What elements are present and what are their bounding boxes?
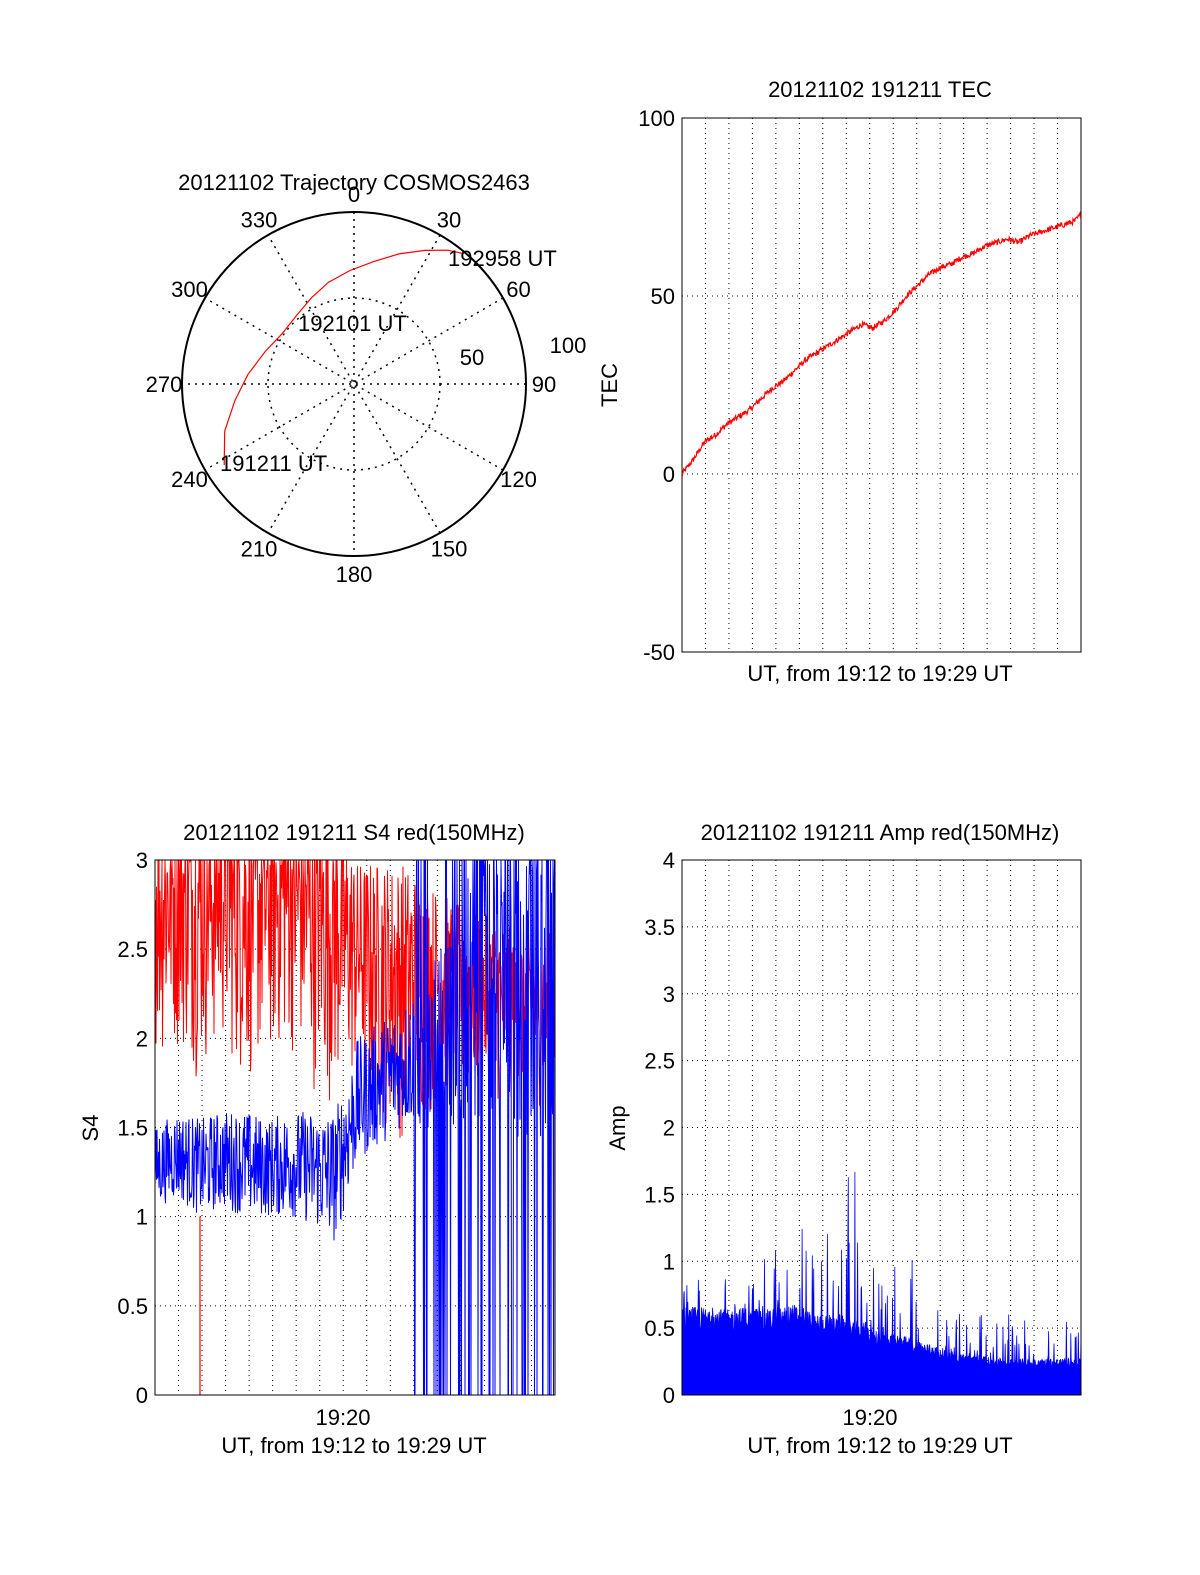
- polar-angle-label: 120: [500, 467, 537, 492]
- amp-ytick-label: 2: [663, 1116, 675, 1141]
- amp-xtick-1920: 19:20: [842, 1405, 897, 1430]
- polar-angle-label: 60: [506, 277, 530, 302]
- s4-ytick-label: 1: [136, 1205, 148, 1230]
- s4-plot-frame: [154, 859, 556, 1396]
- s4-ytick-label: 3: [136, 848, 148, 873]
- amp-ytick-label: 3.5: [644, 915, 675, 940]
- s4-ytick-label: 0: [136, 1383, 148, 1408]
- amp-ylabel: Amp: [605, 1105, 630, 1150]
- tec-series-line: [681, 210, 1082, 477]
- polar-angle-label: 300: [171, 277, 208, 302]
- amp-chart: 20121102 191211 Amp red(150MHz) 0 0.5 1 1.5…: [605, 820, 1082, 1458]
- polar-angle-label: 330: [241, 207, 278, 232]
- s4-ytick-label: 0.5: [117, 1294, 148, 1319]
- s4-chart: 20121102 191211 S4 red(150MHz) 0 0.5 1 1.5 2…: [78, 820, 556, 1458]
- polar-title: 20121102 Trajectory COSMOS2463: [178, 170, 530, 195]
- polar-radial-label-50: 50: [460, 345, 484, 370]
- amp-title: 20121102 191211 Amp red(150MHz): [701, 820, 1060, 845]
- polar-annotation-mid: 192101 UT: [298, 311, 407, 336]
- amp-y-tick-labels: 0 0.5 1 1.5 2 2.5 3 3.5 4: [644, 848, 675, 1408]
- tec-title: 20121102 191211 TEC: [768, 77, 992, 102]
- amp-ytick-label: 0.5: [644, 1316, 675, 1341]
- polar-angle-label: 90: [532, 372, 556, 397]
- tec-xlabel: UT, from 19:12 to 19:29 UT: [747, 661, 1012, 686]
- s4-xtick-1920: 19:20: [315, 1405, 370, 1430]
- s4-ytick-label: 2.5: [117, 937, 148, 962]
- tec-ylabel: TEC: [597, 363, 622, 407]
- polar-angle-label: 0: [348, 182, 360, 207]
- amp-ytick-label: 1.5: [644, 1182, 675, 1207]
- polar-radial-label-100: 100: [550, 333, 587, 358]
- polar-spoke: [204, 297, 504, 471]
- polar-angle-labels: 0 30 60 90 120 150 180 210 240 270 300 330: [146, 182, 557, 587]
- polar-angle-label: 270: [146, 372, 183, 397]
- amp-ytick-label: 2.5: [644, 1049, 675, 1074]
- tec-grid: [682, 118, 1081, 652]
- tec-ytick-label: 100: [638, 106, 675, 131]
- s4-ylabel: S4: [78, 1115, 103, 1142]
- tec-plot-frame: [681, 117, 1082, 653]
- polar-angle-label: 240: [171, 467, 208, 492]
- amp-xlabel: UT, from 19:12 to 19:29 UT: [747, 1433, 1012, 1458]
- amp-blue-series: [681, 1171, 1082, 1396]
- polar-trajectory-chart: 20121102 Trajectory COSMOS2463 0 30 60 90 12…: [146, 170, 587, 587]
- polar-angle-label: 210: [241, 537, 278, 562]
- tec-ytick-label: -50: [643, 640, 675, 665]
- polar-annotation-end: 192958 UT: [448, 246, 557, 271]
- polar-trajectory-line: [223, 249, 464, 466]
- tec-ytick-label: 0: [663, 462, 675, 487]
- s4-xlabel: UT, from 19:12 to 19:29 UT: [221, 1433, 486, 1458]
- amp-ytick-label: 4: [663, 848, 675, 873]
- polar-spoke: [267, 234, 441, 534]
- tec-y-tick-labels: -50 0 50 100: [638, 106, 675, 665]
- amp-ytick-label: 3: [663, 982, 675, 1007]
- s4-blue-series: [154, 859, 556, 1396]
- tec-chart: 20121102 191211 TEC -50 0 50 100 TEC UT, fr…: [597, 77, 1082, 686]
- s4-blue-line: [154, 859, 556, 1396]
- polar-angle-label: 150: [431, 537, 468, 562]
- amp-area-fill: [681, 1171, 1082, 1396]
- s4-y-tick-labels: 0 0.5 1 1.5 2 2.5 3: [117, 848, 148, 1408]
- polar-spoke: [204, 297, 504, 471]
- amp-ytick-label: 0: [663, 1383, 675, 1408]
- s4-ytick-label: 2: [136, 1026, 148, 1051]
- polar-angle-label: 180: [336, 562, 373, 587]
- s4-ytick-label: 1.5: [117, 1116, 148, 1141]
- tec-ytick-label: 50: [651, 284, 675, 309]
- s4-title: 20121102 191211 S4 red(150MHz): [183, 820, 525, 845]
- amp-ytick-label: 1: [663, 1249, 675, 1274]
- polar-angle-label: 30: [437, 207, 461, 232]
- amp-plot-frame: [681, 859, 1082, 1396]
- polar-annotation-start: 191211 UT: [220, 451, 327, 476]
- polar-spoke: [267, 234, 441, 534]
